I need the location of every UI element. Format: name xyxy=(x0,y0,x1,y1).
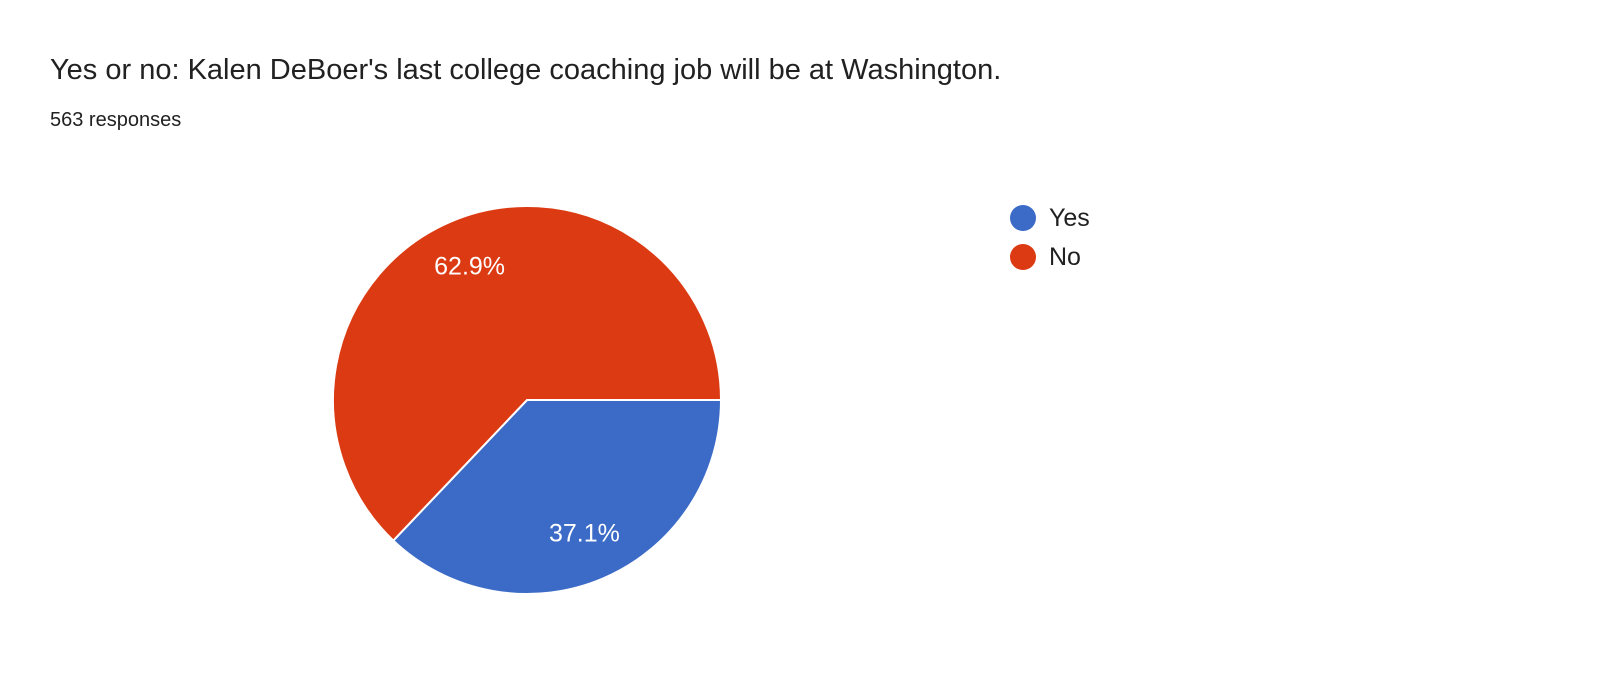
pie-slice-label-yes: 37.1% xyxy=(549,520,620,548)
chart-legend: Yes No xyxy=(1010,205,1090,270)
legend-swatch-no-icon xyxy=(1010,244,1036,270)
legend-label-no: No xyxy=(1049,242,1081,271)
responses-count: 563 responses xyxy=(50,109,182,131)
legend-item-no: No xyxy=(1010,244,1090,270)
pie-slice-label-no: 62.9% xyxy=(434,252,505,280)
legend-item-yes: Yes xyxy=(1010,205,1090,231)
pie-slice-no[interactable] xyxy=(332,205,723,542)
pie-slice-yes[interactable] xyxy=(391,399,723,595)
legend-swatch-yes-icon xyxy=(1010,205,1036,231)
question-title: Yes or no: Kalen DeBoer's last college c… xyxy=(50,54,1002,86)
legend-label-yes: Yes xyxy=(1049,203,1090,232)
pie-chart: 37.1% 62.9% xyxy=(332,205,723,595)
